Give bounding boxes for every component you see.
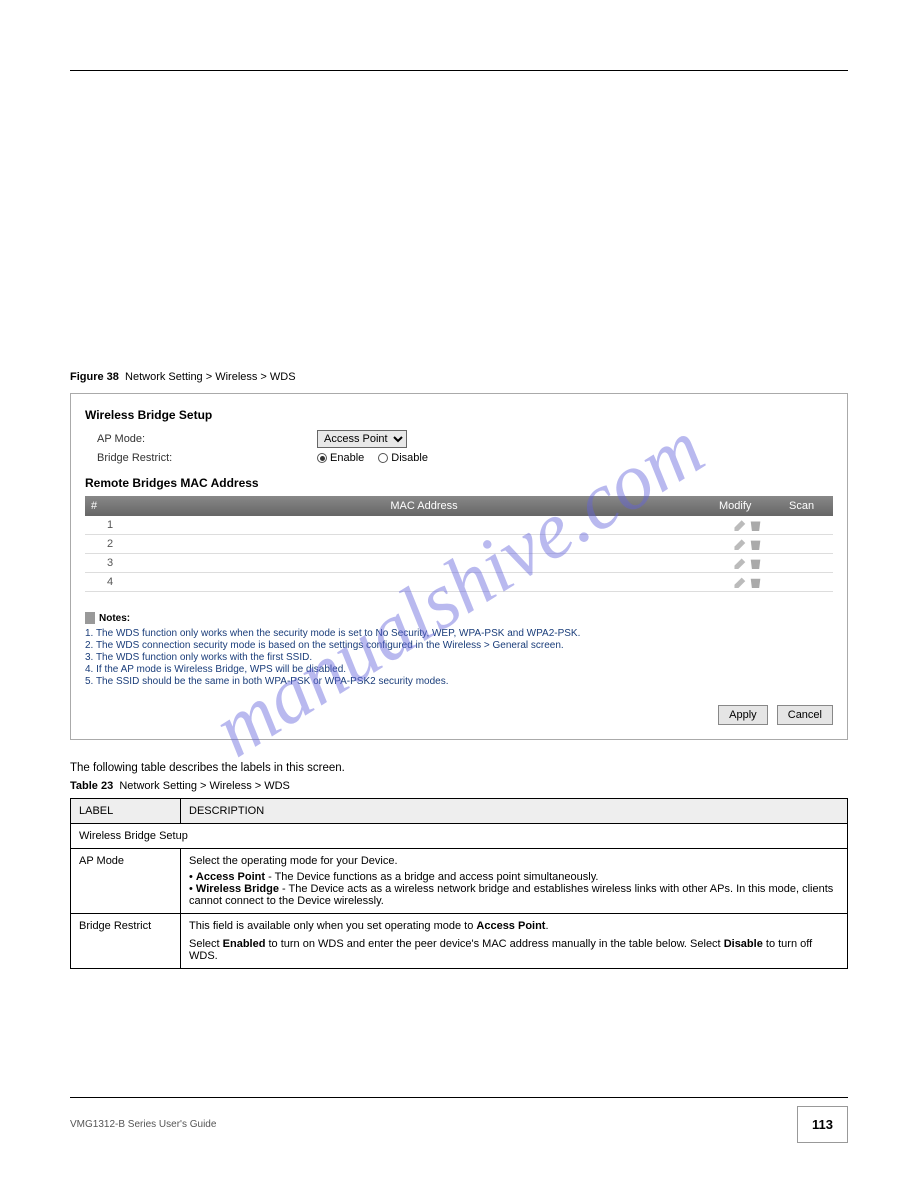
ap-mode-select[interactable]: Access Point: [317, 430, 407, 448]
edit-icon[interactable]: [734, 576, 746, 588]
th-description: DESCRIPTION: [181, 799, 848, 824]
col-mac: MAC Address: [135, 496, 713, 516]
section-row: Wireless Bridge Setup: [71, 824, 848, 849]
mac-heading: Remote Bridges MAC Address: [85, 476, 833, 490]
note-item: 2. The WDS connection security mode is b…: [85, 640, 833, 651]
trash-icon[interactable]: [750, 576, 762, 588]
edit-icon[interactable]: [734, 519, 746, 531]
notes-block: Notes: 1. The WDS function only works wh…: [85, 612, 833, 687]
apply-button[interactable]: Apply: [718, 705, 768, 725]
radio-icon: [317, 453, 327, 463]
row-label: AP Mode: [71, 849, 181, 914]
trash-icon[interactable]: [750, 519, 762, 531]
trash-icon[interactable]: [750, 557, 762, 569]
wds-panel: Wireless Bridge Setup AP Mode: Access Po…: [70, 393, 848, 740]
row-desc: This field is available only when you se…: [181, 914, 848, 969]
table-row: 4: [85, 573, 833, 592]
figure-label: Figure 38 Network Setting > Wireless > W…: [70, 371, 848, 383]
table-title: Network Setting > Wireless > WDS: [119, 780, 290, 792]
row-label: Bridge Restrict: [71, 914, 181, 969]
table-number: Table 23: [70, 780, 113, 792]
col-num: #: [85, 496, 135, 516]
enable-radio[interactable]: Enable: [317, 452, 364, 464]
bridge-restrict-label: Bridge Restrict:: [97, 452, 317, 464]
figure-title: Network Setting > Wireless > WDS: [125, 371, 296, 383]
table-row: 1: [85, 516, 833, 535]
table-intro: The following table describes the labels…: [70, 762, 848, 774]
guide-name: VMG1312-B Series User's Guide: [70, 1119, 216, 1130]
edit-icon[interactable]: [734, 538, 746, 550]
figure-number: Figure 38: [70, 371, 119, 383]
ap-mode-label: AP Mode:: [97, 433, 317, 445]
disable-radio[interactable]: Disable: [378, 452, 428, 464]
description-table: LABEL DESCRIPTION Wireless Bridge Setup …: [70, 798, 848, 969]
setup-title: Wireless Bridge Setup: [85, 408, 833, 422]
page-footer: VMG1312-B Series User's Guide 113: [70, 1097, 848, 1143]
page-number: 113: [797, 1106, 848, 1143]
table-row: 2: [85, 535, 833, 554]
note-item: 3. The WDS function only works with the …: [85, 652, 833, 663]
table-row: 3: [85, 554, 833, 573]
mac-table: # MAC Address Modify Scan 1 2 3 4: [85, 496, 833, 592]
cancel-button[interactable]: Cancel: [777, 705, 833, 725]
row-desc: Select the operating mode for your Devic…: [181, 849, 848, 914]
th-label: LABEL: [71, 799, 181, 824]
edit-icon[interactable]: [734, 557, 746, 569]
radio-icon: [378, 453, 388, 463]
table-caption: Table 23 Network Setting > Wireless > WD…: [70, 780, 848, 792]
note-item: 4. If the AP mode is Wireless Bridge, WP…: [85, 664, 833, 675]
notes-title: Notes:: [85, 612, 833, 624]
note-item: 5. The SSID should be the same in both W…: [85, 676, 833, 687]
trash-icon[interactable]: [750, 538, 762, 550]
note-item: 1. The WDS function only works when the …: [85, 628, 833, 639]
col-modify: Modify: [713, 496, 783, 516]
header-rule: [70, 70, 848, 71]
col-scan: Scan: [783, 496, 833, 516]
